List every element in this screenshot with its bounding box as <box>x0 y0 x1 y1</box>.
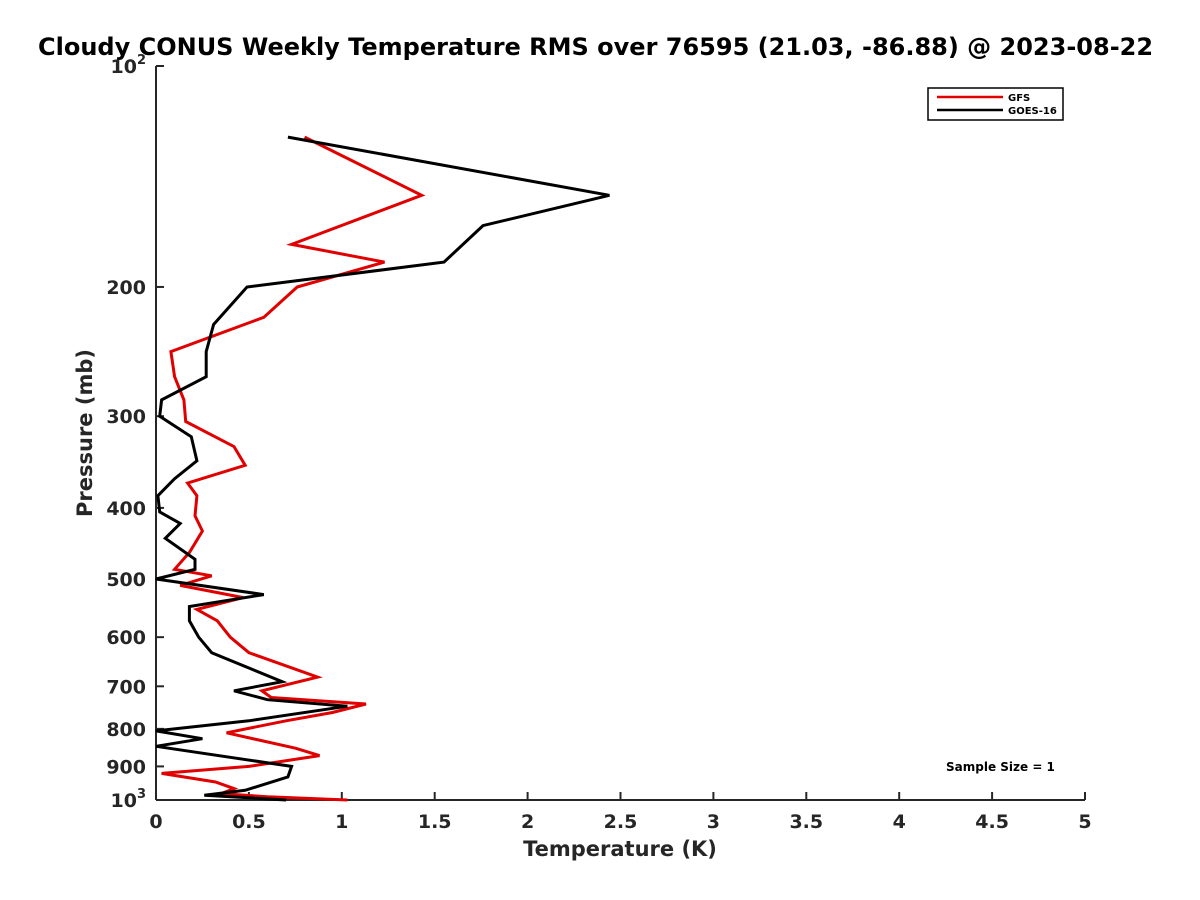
x-ticks: 0 0.5 1 1.5 2 2.5 3 3.5 4 4.5 5 <box>149 792 1092 833</box>
x-tick-label: 0.5 <box>232 811 266 833</box>
sample-size-annotation: Sample Size = 1 <box>946 760 1055 774</box>
y-tick-label-power: 103 <box>111 787 147 812</box>
x-tick-label: 3 <box>707 811 720 833</box>
y-tick-exponent: 3 <box>137 787 146 802</box>
y-tick-label: 200 <box>106 277 146 299</box>
y-axis-label: Pressure (mb) <box>73 349 97 517</box>
x-tick-label: 0 <box>149 811 162 833</box>
x-axis-label: Temperature (K) <box>523 837 717 861</box>
x-tick-label: 3.5 <box>789 811 823 833</box>
plot-area: 0 0.5 1 1.5 2 2.5 3 3.5 4 4.5 5 200 300 400 500 600 700… <box>106 53 1091 833</box>
x-tick-label: 1.5 <box>418 811 452 833</box>
legend: GFS GOES-16 <box>927 87 1064 121</box>
x-tick-label: 1 <box>335 811 348 833</box>
y-tick-label: 400 <box>106 498 146 520</box>
y-tick-label: 300 <box>106 406 146 428</box>
y-tick-label: 700 <box>106 676 146 698</box>
y-tick-label: 900 <box>106 756 146 778</box>
y-tick-label-power: 102 <box>111 53 147 78</box>
legend-label-gfs: GFS <box>1008 93 1030 104</box>
legend-box <box>927 87 1064 121</box>
y-tick-exponent: 2 <box>137 53 146 68</box>
x-tick-label: 4 <box>893 811 906 833</box>
y-tick-base: 10 <box>111 790 137 812</box>
series-lines <box>155 135 610 802</box>
x-tick-label: 4.5 <box>975 811 1009 833</box>
x-tick-label: 2 <box>521 811 534 833</box>
y-tick-label: 800 <box>106 719 146 741</box>
legend-label-goes16: GOES-16 <box>1008 106 1057 117</box>
x-tick-label: 5 <box>1078 811 1091 833</box>
chart-title: Cloudy CONUS Weekly Temperature RMS over… <box>38 33 1153 61</box>
y-tick-label: 600 <box>106 627 146 649</box>
y-tick-label: 500 <box>106 569 146 591</box>
series-line-goes16 <box>155 135 610 802</box>
x-tick-label: 2.5 <box>604 811 638 833</box>
y-tick-base: 10 <box>111 56 137 78</box>
